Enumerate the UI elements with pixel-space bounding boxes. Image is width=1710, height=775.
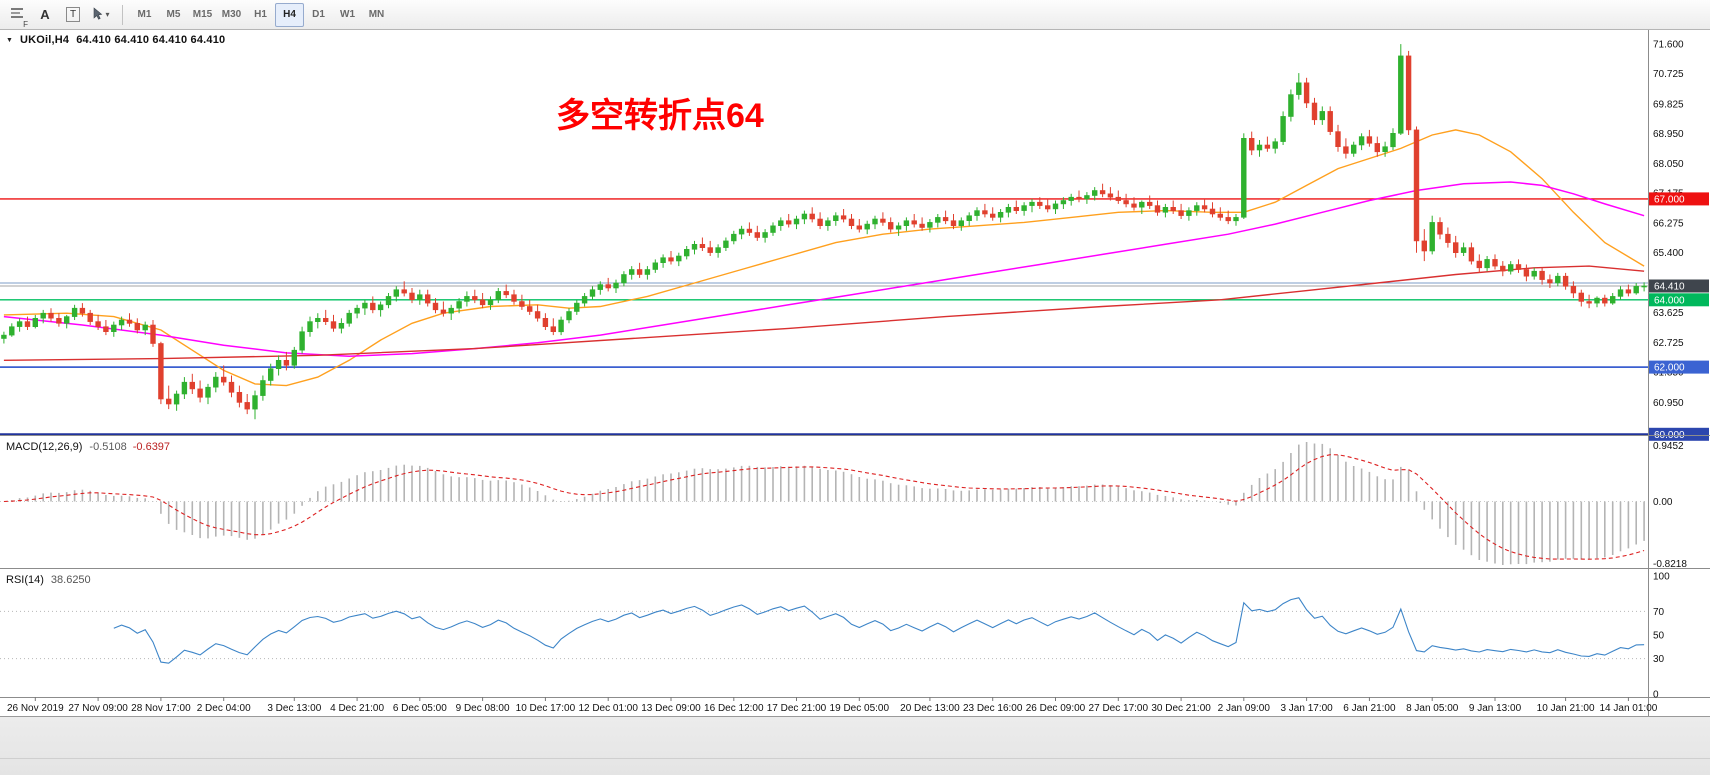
svg-text:3 Jan 17:00: 3 Jan 17:00 (1280, 703, 1333, 714)
macd-indicator-title: MACD(12,26,9) -0.5108 -0.6397 (6, 441, 170, 453)
svg-text:60.950: 60.950 (1653, 398, 1684, 409)
svg-text:10 Jan 21:00: 10 Jan 21:00 (1537, 703, 1595, 714)
status-bar (0, 716, 1710, 775)
svg-text:9 Jan 13:00: 9 Jan 13:00 (1469, 703, 1522, 714)
grid-icon (10, 7, 24, 22)
svg-text:62.725: 62.725 (1653, 338, 1684, 349)
cursor-icon (92, 6, 103, 23)
svg-text:8 Jan 05:00: 8 Jan 05:00 (1406, 703, 1459, 714)
rsi-name: RSI(14) (6, 574, 44, 586)
svg-text:9 Dec 08:00: 9 Dec 08:00 (456, 703, 510, 714)
svg-text:6 Jan 21:00: 6 Jan 21:00 (1343, 703, 1396, 714)
timeframe-h4-button[interactable]: H4 (275, 2, 304, 27)
toolbar: F A T ▾ M1 M5 M15 M30 H1 H4 D1 W1 MN (0, 0, 1710, 30)
timeframe-w1-button[interactable]: W1 (340, 9, 355, 20)
timeframe-m1-button[interactable]: M1 (137, 9, 152, 20)
svg-text:66.275: 66.275 (1653, 219, 1684, 230)
rsi-value: 38.6250 (50, 574, 91, 586)
symbol-timeframe-label: UKOil,H4 (19, 34, 70, 46)
svg-text:71.600: 71.600 (1653, 40, 1684, 51)
chart-list-button[interactable]: F (4, 2, 30, 29)
svg-text:62.000: 62.000 (1654, 363, 1685, 374)
svg-text:64.410: 64.410 (1654, 282, 1685, 293)
svg-text:69.825: 69.825 (1653, 99, 1684, 110)
chevron-down-icon: ▾ (105, 10, 110, 19)
svg-text:30 Dec 21:00: 30 Dec 21:00 (1151, 703, 1211, 714)
f-label: F (23, 19, 28, 29)
svg-text:26 Dec 09:00: 26 Dec 09:00 (1026, 703, 1086, 714)
chart-canvas[interactable]: 71.60070.72569.82568.95068.05067.17566.2… (0, 30, 1710, 716)
timeframe-h1-button[interactable]: H1 (254, 9, 267, 20)
svg-text:0.00: 0.00 (1653, 497, 1673, 508)
svg-text:30: 30 (1653, 654, 1665, 665)
cursor-tool-button[interactable]: ▾ (88, 2, 114, 28)
macd-main-value: -0.5108 (89, 441, 127, 453)
toolbar-separator (122, 4, 123, 25)
svg-text:70.725: 70.725 (1653, 69, 1684, 80)
macd-signal-value: -0.6397 (132, 441, 171, 453)
svg-text:16 Dec 12:00: 16 Dec 12:00 (704, 703, 764, 714)
chart-dropdown-icon[interactable]: ▼ (6, 36, 13, 44)
chart-annotation-text[interactable]: 多空转折点64 (556, 97, 764, 135)
svg-text:6 Dec 05:00: 6 Dec 05:00 (393, 703, 447, 714)
svg-text:2 Jan 09:00: 2 Jan 09:00 (1218, 703, 1271, 714)
timeframe-m5-button[interactable]: M5 (166, 9, 181, 20)
timeframe-mn-button[interactable]: MN (368, 9, 385, 20)
svg-text:63.625: 63.625 (1653, 308, 1684, 319)
chart-window: 71.60070.72569.82568.95068.05067.17566.2… (0, 30, 1710, 716)
timeframe-d1-button[interactable]: D1 (312, 9, 325, 20)
svg-text:2 Dec 04:00: 2 Dec 04:00 (197, 703, 251, 714)
svg-text:0: 0 (1653, 690, 1659, 701)
svg-text:67.000: 67.000 (1654, 194, 1685, 205)
svg-text:12 Dec 01:00: 12 Dec 01:00 (578, 703, 638, 714)
svg-text:65.400: 65.400 (1653, 248, 1684, 259)
svg-text:26 Nov 2019: 26 Nov 2019 (7, 703, 64, 714)
svg-text:3 Dec 13:00: 3 Dec 13:00 (267, 703, 321, 714)
chart-title: ▼ UKOil,H4 64.410 64.410 64.410 64.410 (6, 34, 225, 46)
text-tool-button[interactable]: T (60, 2, 86, 28)
ohlc-values: 64.410 64.410 64.410 64.410 (76, 34, 226, 46)
svg-text:0.9452: 0.9452 (1653, 441, 1684, 452)
rsi-indicator-title: RSI(14) 38.6250 (6, 574, 91, 586)
timeframe-m15-button[interactable]: M15 (192, 9, 213, 20)
svg-text:64.000: 64.000 (1654, 295, 1685, 306)
svg-text:20 Dec 13:00: 20 Dec 13:00 (900, 703, 960, 714)
svg-text:17 Dec 21:00: 17 Dec 21:00 (767, 703, 827, 714)
timeframe-m30-button[interactable]: M30 (221, 9, 242, 20)
svg-text:23 Dec 16:00: 23 Dec 16:00 (963, 703, 1023, 714)
svg-text:70: 70 (1653, 607, 1665, 618)
svg-text:27 Nov 09:00: 27 Nov 09:00 (68, 703, 128, 714)
svg-text:100: 100 (1653, 572, 1670, 583)
svg-text:68.950: 68.950 (1653, 129, 1684, 140)
svg-text:68.050: 68.050 (1653, 159, 1684, 170)
arrow-text-tool-button[interactable]: A (40, 7, 50, 22)
svg-text:14 Jan 01:00: 14 Jan 01:00 (1599, 703, 1657, 714)
svg-text:19 Dec 05:00: 19 Dec 05:00 (830, 703, 890, 714)
svg-text:-0.8218: -0.8218 (1653, 559, 1687, 570)
svg-text:13 Dec 09:00: 13 Dec 09:00 (641, 703, 701, 714)
timeframe-group: M1 M5 M15 M30 H1 H4 D1 W1 MN (130, 2, 391, 27)
svg-text:50: 50 (1653, 631, 1665, 642)
svg-text:10 Dec 17:00: 10 Dec 17:00 (516, 703, 576, 714)
svg-text:27 Dec 17:00: 27 Dec 17:00 (1089, 703, 1149, 714)
svg-text:28 Nov 17:00: 28 Nov 17:00 (131, 703, 191, 714)
macd-name: MACD(12,26,9) (6, 441, 83, 453)
svg-text:4 Dec 21:00: 4 Dec 21:00 (330, 703, 384, 714)
